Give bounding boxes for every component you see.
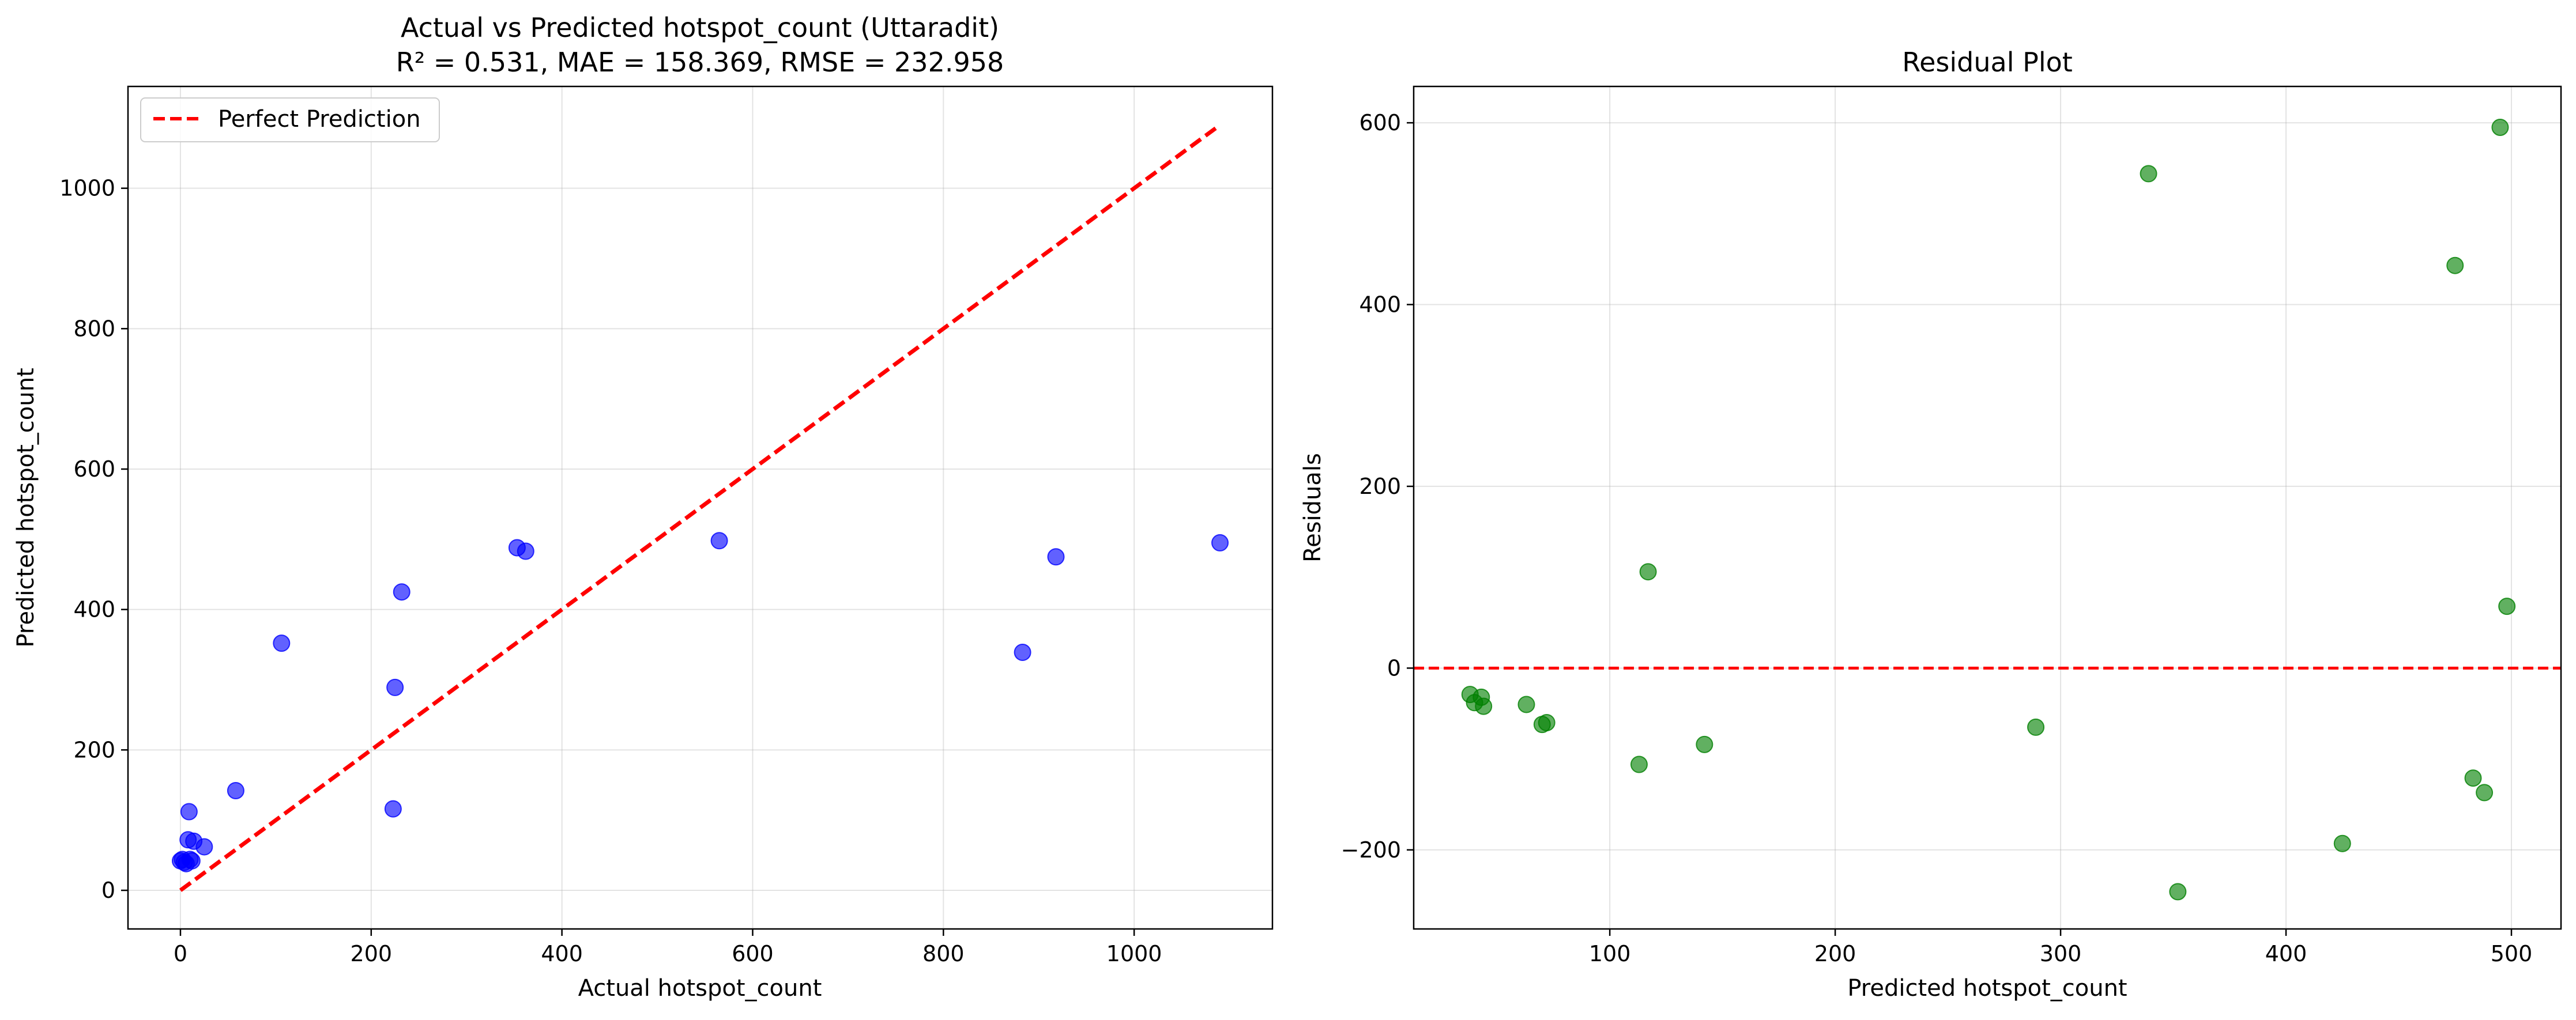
- x-tick-label: 800: [922, 941, 965, 966]
- y-tick-label: 1000: [59, 176, 115, 201]
- data-point: [195, 838, 213, 856]
- y-tick-label: −200: [1341, 837, 1401, 863]
- y-tick-label: 200: [1359, 474, 1401, 499]
- residual-plot-chart: Residual Plot 100 200 300 400 500 −200 0 200 40…: [1300, 47, 2562, 1002]
- x-tick-label: 100: [1589, 941, 1631, 966]
- data-point: [710, 532, 728, 550]
- x-tick-label: 500: [2491, 941, 2533, 966]
- y-tick-label: 400: [1359, 292, 1401, 318]
- plot-frame: [127, 85, 1274, 930]
- data-point: [517, 542, 534, 560]
- x-tick-label: 200: [1814, 941, 1856, 966]
- data-point: [1475, 697, 1493, 715]
- data-point: [1630, 755, 1648, 773]
- x-tick-label: 1000: [1106, 941, 1162, 966]
- data-point: [180, 803, 198, 821]
- legend: Perfect Prediction: [140, 97, 440, 142]
- data-point: [386, 678, 404, 696]
- x-axis-ticks: 0 200 400 600 800 1000: [174, 929, 1162, 966]
- reference-line: [179, 123, 1222, 892]
- data-point: [183, 852, 201, 870]
- y-tick-label: 600: [73, 456, 115, 482]
- gridlines: [128, 86, 1272, 929]
- gridlines: [1414, 86, 2561, 929]
- legend-entry: Perfect Prediction: [218, 106, 421, 133]
- data-points: [171, 532, 1229, 872]
- data-point: [384, 800, 402, 818]
- y-axis-label: Residuals: [1300, 453, 1326, 562]
- y-tick-label: 200: [73, 737, 115, 762]
- x-axis-ticks: 100 200 300 400 500: [1589, 929, 2532, 966]
- data-point: [2498, 598, 2516, 615]
- y-tick-label: 400: [73, 597, 115, 622]
- x-tick-label: 300: [2040, 941, 2082, 966]
- actual-vs-predicted-chart: Actual vs Predicted hotspot_count (Uttar…: [13, 12, 1274, 1002]
- perfect-prediction-line: [179, 123, 1222, 892]
- data-point: [2476, 784, 2494, 802]
- data-points: [1461, 118, 2516, 901]
- x-tick-label: 0: [174, 941, 187, 966]
- data-point: [1696, 735, 1713, 753]
- y-tick-label: 0: [101, 878, 115, 903]
- data-point: [2446, 256, 2464, 274]
- data-point: [1014, 643, 1031, 661]
- data-point: [393, 583, 410, 601]
- y-axis-ticks: −200 0 200 400 600: [1341, 110, 1414, 863]
- data-point: [2464, 769, 2482, 787]
- x-tick-label: 400: [2265, 941, 2307, 966]
- data-point: [1047, 548, 1065, 566]
- plot-frame: [1413, 85, 2562, 930]
- data-point: [2169, 883, 2187, 901]
- data-point: [1639, 563, 1657, 581]
- x-tick-label: 600: [732, 941, 774, 966]
- x-axis-label: Actual hotspot_count: [578, 975, 822, 1002]
- chart-title: Residual Plot: [1902, 47, 2073, 78]
- data-point: [1517, 696, 1535, 713]
- data-point: [2027, 718, 2045, 736]
- y-tick-label: 600: [1359, 110, 1401, 135]
- chart-subtitle: R² = 0.531, MAE = 158.369, RMSE = 232.95…: [396, 47, 1004, 78]
- chart-title: Actual vs Predicted hotspot_count (Uttar…: [401, 12, 999, 43]
- legend-box: [140, 97, 440, 142]
- data-point: [1211, 534, 1229, 551]
- x-tick-label: 400: [541, 941, 583, 966]
- y-tick-label: 0: [1387, 655, 1401, 681]
- x-tick-label: 200: [351, 941, 393, 966]
- data-point: [2491, 118, 2509, 136]
- data-point: [1538, 713, 1556, 731]
- y-axis-label: Predicted hotspot_count: [13, 368, 39, 647]
- data-point: [2140, 165, 2157, 183]
- data-point: [2333, 834, 2351, 852]
- y-tick-label: 800: [73, 316, 115, 341]
- data-point: [227, 781, 244, 799]
- y-axis-ticks: 0 200 400 600 800 1000: [59, 176, 128, 903]
- x-axis-label: Predicted hotspot_count: [1847, 975, 2127, 1002]
- data-point: [273, 634, 291, 652]
